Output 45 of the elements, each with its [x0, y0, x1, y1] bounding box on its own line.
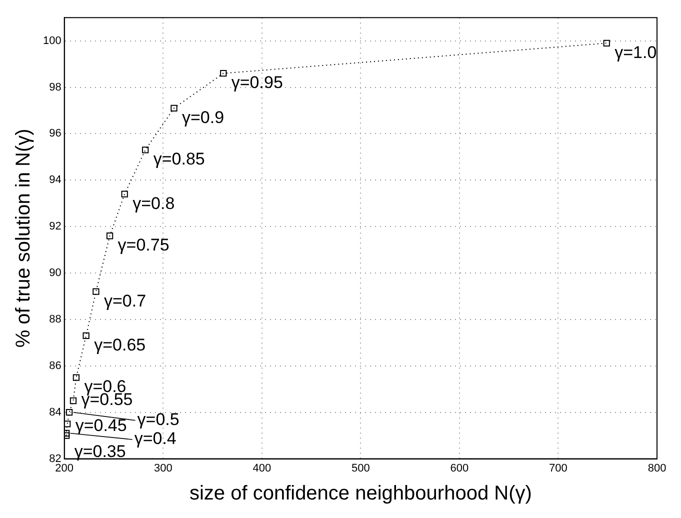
y-tick-label: 90 — [49, 267, 62, 280]
y-tick-label: 92 — [49, 220, 62, 233]
x-tick-label: 600 — [450, 462, 469, 474]
point — [82, 332, 90, 340]
y-tick-label: 94 — [49, 174, 62, 186]
point — [64, 420, 71, 428]
y-axis-title: % of true solution in N(γ) — [12, 128, 35, 348]
annotation: γ=1.0 — [614, 42, 657, 62]
y-tick-label: 86 — [49, 360, 62, 372]
annotation: γ=0.75 — [118, 236, 170, 255]
annotation: γ=0.9 — [182, 108, 224, 127]
y-tick-label: 100 — [42, 34, 62, 47]
annotation: γ=0.45 — [75, 416, 127, 436]
y-tick-label: 84 — [49, 406, 62, 418]
point — [121, 190, 128, 198]
point — [220, 70, 227, 77]
point — [72, 374, 80, 381]
x-tick-label: 200 — [55, 462, 74, 474]
annotation: γ=0.85 — [153, 150, 205, 169]
annotation: γ=0.65 — [94, 335, 146, 354]
x-tick-label: 700 — [549, 462, 568, 474]
annotation: γ=0.4 — [134, 429, 176, 448]
annotation: γ=0.95 — [231, 73, 283, 92]
point — [603, 40, 610, 46]
point — [106, 232, 114, 240]
annotation: γ=0.35 — [74, 442, 126, 462]
y-tick-label: 96 — [49, 128, 62, 140]
x-tick-label: 500 — [351, 462, 370, 474]
x-tick-label: 400 — [252, 462, 272, 474]
point — [170, 104, 178, 112]
annotation: γ=0.7 — [104, 291, 146, 310]
point — [66, 409, 73, 416]
point — [64, 430, 70, 437]
y-tick-label: 82 — [49, 452, 62, 465]
point — [70, 397, 77, 404]
x-tick-label: 300 — [154, 462, 172, 474]
y-tick-label: 88 — [49, 314, 62, 326]
annotation: γ=0.5 — [137, 410, 180, 430]
x-axis-title: size of confidence neighbourhood N(γ) — [189, 482, 532, 505]
x-tick-label: 800 — [648, 462, 666, 474]
point — [142, 146, 149, 154]
annotation: γ=0.8 — [132, 194, 175, 213]
point — [92, 288, 100, 295]
point — [64, 432, 70, 439]
y-tick-label: 98 — [49, 81, 62, 94]
